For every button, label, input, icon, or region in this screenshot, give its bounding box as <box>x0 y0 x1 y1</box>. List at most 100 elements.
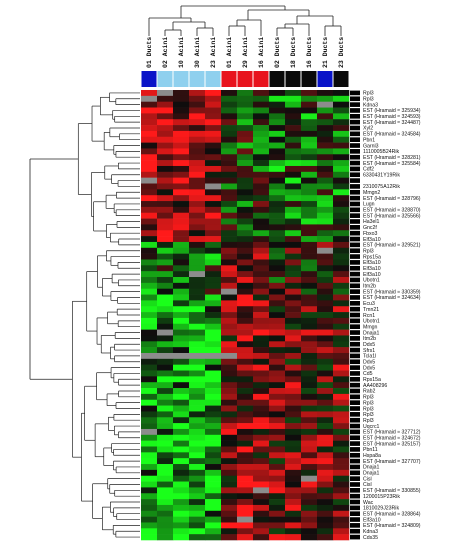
heatmap-cell <box>173 130 190 138</box>
row-label: Garnl3 <box>363 143 379 149</box>
heatmap-cell <box>189 183 206 190</box>
row-label: Cisl <box>363 476 372 482</box>
heatmap-cell <box>157 136 174 143</box>
heatmap-cell <box>221 130 238 138</box>
heatmap-cell <box>205 411 222 418</box>
row-marker <box>350 236 360 242</box>
heatmap-cell <box>221 452 238 459</box>
heatmap-cell <box>285 113 302 120</box>
heatmap-cell <box>205 288 222 295</box>
heatmap-cell <box>205 499 222 506</box>
heatmap-cell <box>237 458 254 465</box>
heatmap-cell <box>157 341 174 348</box>
heatmap-cell <box>285 212 302 219</box>
heatmap-cell <box>237 434 254 441</box>
heatmap-cell <box>221 434 238 441</box>
heatmap-cell <box>269 335 286 342</box>
heatmap-cell <box>317 265 334 272</box>
row-label: Pbn11 <box>363 447 378 453</box>
heatmap-cell <box>301 341 318 348</box>
heatmap-cell <box>237 130 254 138</box>
heatmap-cell <box>189 130 206 138</box>
heatmap-cell <box>285 136 302 143</box>
heatmap-cell <box>237 119 254 126</box>
heatmap-cell <box>141 247 158 254</box>
heatmap-cell <box>237 341 254 348</box>
row-marker <box>350 435 360 441</box>
heatmap-cell <box>269 95 286 102</box>
heatmap-cell <box>317 101 334 108</box>
heatmap-cell <box>157 417 174 424</box>
heatmap-cell <box>333 376 350 383</box>
heatmap-cell <box>301 195 318 202</box>
heatmap-cell <box>333 493 350 500</box>
heatmap-cell <box>285 253 302 260</box>
heatmap-cell <box>285 382 302 389</box>
heatmap-cell <box>205 335 222 342</box>
heatmap-cell <box>221 90 238 97</box>
heatmap-cell <box>253 382 270 389</box>
heatmap-cell <box>269 300 286 307</box>
heatmap-cell <box>269 464 286 471</box>
row-marker <box>350 248 360 254</box>
heatmap-cell <box>173 499 190 506</box>
heatmap-cell <box>317 148 334 155</box>
heatmap-cell <box>301 107 318 114</box>
heatmap-cell <box>237 504 254 512</box>
heatmap-cell <box>157 399 174 406</box>
heatmap-cell <box>301 259 318 266</box>
heatmap-cell <box>269 475 286 482</box>
heatmap-cell <box>253 423 270 430</box>
heatmap-cell <box>221 347 238 354</box>
heatmap-cell <box>333 388 350 395</box>
heatmap-cell <box>253 271 270 278</box>
heatmap-cell <box>333 294 350 301</box>
heatmap-cell <box>141 504 158 512</box>
heatmap-cell <box>157 534 174 541</box>
heatmap-cell <box>157 206 174 214</box>
row-label: EST (Hramaid ≈ 330359) <box>363 289 421 295</box>
heatmap-cell <box>205 423 222 430</box>
heatmap-cell <box>141 177 158 184</box>
heatmap-cell <box>333 259 350 266</box>
heatmap-cell <box>301 475 318 482</box>
row-label: Rpl3 <box>363 395 374 401</box>
row-label: EST (Hramaid ≈ 327707) <box>363 459 421 465</box>
heatmap-cell <box>173 259 190 266</box>
heatmap-cell <box>141 370 158 377</box>
heatmap-cell <box>317 201 334 208</box>
heatmap-cell <box>141 399 158 406</box>
column-group-swatch <box>237 71 253 87</box>
heatmap-cell <box>141 528 158 535</box>
row-marker <box>350 511 360 517</box>
heatmap-cell <box>189 458 206 465</box>
heatmap-cell <box>157 411 174 418</box>
heatmap-cell <box>317 364 334 371</box>
heatmap-cell <box>237 335 254 342</box>
row-marker <box>350 318 360 324</box>
heatmap-cell <box>269 212 286 219</box>
heatmap-cell <box>173 277 190 284</box>
column-group-swatch <box>317 71 333 87</box>
heatmap-cell <box>333 458 350 465</box>
heatmap-cell <box>317 399 334 406</box>
row-label: Uqcrc1 <box>363 424 380 430</box>
heatmap-cell <box>253 440 270 447</box>
row-label: Hspa8a <box>363 453 381 459</box>
heatmap-cell <box>189 160 206 167</box>
heatmap-cell <box>253 294 270 301</box>
heatmap-cell <box>157 516 174 523</box>
heatmap-cell <box>141 347 158 354</box>
heatmap-cell <box>173 253 190 260</box>
heatmap-cell <box>221 265 238 272</box>
row-marker <box>350 213 360 218</box>
heatmap-cell <box>285 335 302 342</box>
heatmap-cell <box>205 113 222 120</box>
heatmap-cell <box>173 113 190 120</box>
heatmap-cell <box>253 312 270 319</box>
heatmap-cell <box>205 329 222 336</box>
heatmap-cell <box>205 352 222 360</box>
heatmap-cell <box>141 493 158 500</box>
row-label: EST (Hramaid ≈ 324672) <box>363 435 421 441</box>
heatmap-cell <box>317 241 334 249</box>
